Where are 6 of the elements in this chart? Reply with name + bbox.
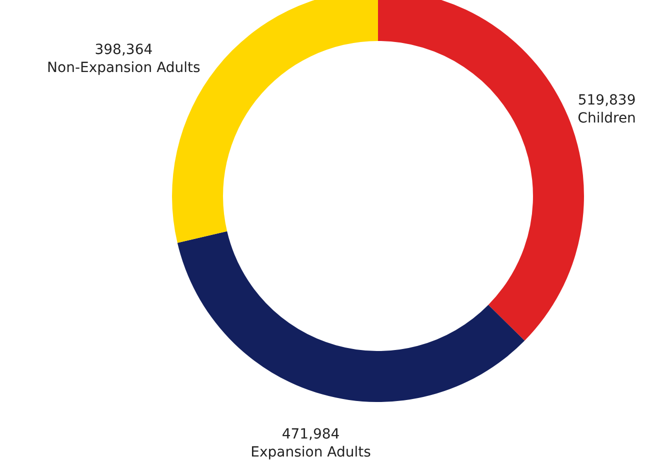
slice-label: Non-Expansion Adults (47, 60, 200, 76)
data-label: 519,839 (578, 92, 636, 108)
slice-label: Expansion Adults (250, 444, 371, 461)
data-label: 471,984 (282, 426, 340, 443)
data-label: 398,364 (94, 42, 153, 58)
slice-label: Children (578, 110, 636, 126)
